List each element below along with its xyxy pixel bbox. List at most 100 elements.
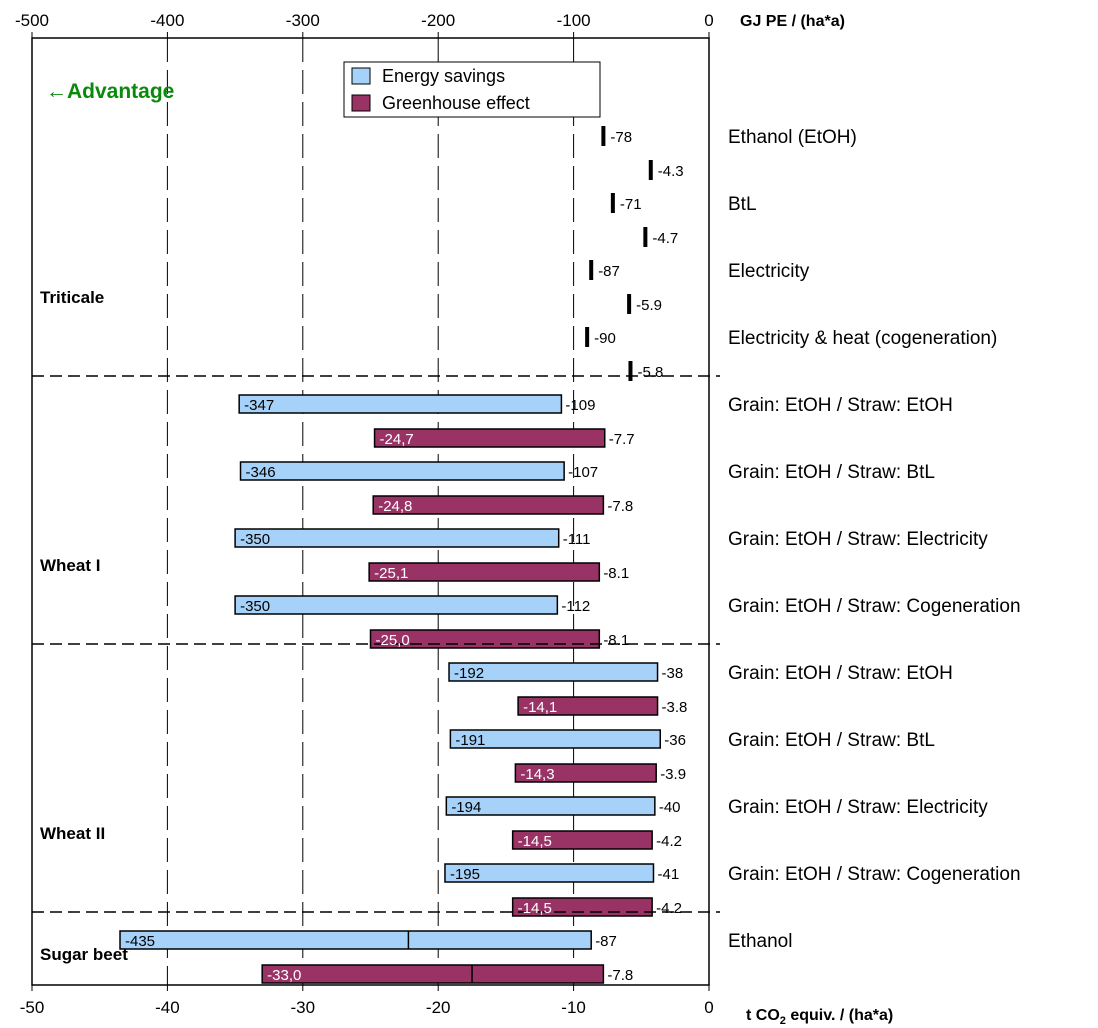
ghg-end-label: -3.9 — [660, 766, 686, 783]
ghg-start-label: -33,0 — [267, 967, 301, 984]
energy-end-label: -41 — [657, 866, 679, 883]
bottom-tick-label: -20 — [426, 998, 451, 1017]
energy-start-label: -195 — [450, 866, 480, 883]
category-label: Grain: EtOH / Straw: EtOH — [728, 395, 953, 416]
legend-label-ghg: Greenhouse effect — [382, 93, 530, 113]
energy-bar — [119, 930, 592, 950]
energy-bar — [444, 863, 655, 883]
energy-bar — [449, 729, 662, 749]
energy-end-label: -112 — [561, 598, 590, 615]
ghg-bar — [511, 830, 653, 850]
ghg-bar — [517, 696, 659, 716]
energy-start-label: -194 — [451, 799, 481, 816]
ghg-start-label: -25,0 — [376, 632, 410, 649]
labels: Ethanol (EtOH) -78 -4.3 BtL -71 -4.7 Electrici… — [40, 127, 1021, 984]
ghg-start-label: -24,7 — [380, 431, 414, 448]
ghg-start-label: -14,1 — [523, 699, 557, 716]
category-label: Grain: EtOH / Straw: Cogeneration — [728, 864, 1021, 885]
top-tick-label: -500 — [15, 11, 49, 30]
top-axis-label: GJ PE / (ha*a) — [740, 13, 845, 30]
legend-swatch-energy — [351, 67, 371, 85]
ghg-end-label: -7.8 — [607, 498, 633, 515]
ghg-bar — [368, 562, 601, 582]
legend: Energy savings Greenhouse effect — [343, 61, 601, 118]
legend-box — [343, 61, 601, 118]
top-tick-label: -200 — [421, 11, 455, 30]
energy-start-label: -350 — [240, 531, 270, 548]
group-label: Sugar beet — [40, 945, 128, 964]
energy-end-label: -111 — [563, 531, 591, 548]
ghg-bar — [373, 428, 606, 448]
top-tick-label: -400 — [150, 11, 184, 30]
ghg-start-label: -14,5 — [518, 900, 552, 917]
legend-swatch-ghg — [351, 94, 371, 112]
energy-end-label: -87 — [598, 263, 620, 280]
bottom-tick-label: -10 — [561, 998, 586, 1017]
ghg-bar — [372, 495, 605, 515]
category-label: Grain: EtOH / Straw: EtOH — [728, 663, 953, 684]
energy-end-label: -78 — [610, 129, 632, 146]
bottom-tick-label: -50 — [20, 998, 45, 1017]
ghg-bar — [643, 227, 648, 247]
ghg-start-label: -14,3 — [520, 766, 554, 783]
energy-end-label: -107 — [568, 464, 598, 481]
ghg-end-label: -5.8 — [637, 364, 663, 381]
energy-bar — [445, 796, 656, 816]
energy-end-label: -87 — [595, 933, 617, 950]
energy-end-label: -90 — [594, 330, 616, 347]
energy-start-label: -347 — [244, 397, 274, 414]
ghg-bar — [514, 763, 657, 783]
ghg-bar — [627, 294, 632, 314]
group-label: Triticale — [40, 288, 104, 307]
top-tick-label: -100 — [557, 11, 591, 30]
top-tick-label: 0 — [704, 11, 713, 30]
energy-bar — [585, 327, 590, 347]
group-label: Wheat II — [40, 824, 105, 843]
ghg-start-label: -24,8 — [378, 498, 412, 515]
energy-bar — [239, 461, 565, 481]
ghg-end-label: -4.2 — [656, 833, 682, 850]
category-label: Grain: EtOH / Straw: BtL — [728, 462, 935, 483]
ghg-bar — [628, 361, 633, 381]
category-label: Ethanol — [728, 931, 792, 952]
category-label: Grain: EtOH / Straw: Cogeneration — [728, 596, 1021, 617]
energy-bar — [238, 394, 563, 414]
energy-start-label: -346 — [246, 464, 276, 481]
ghg-end-label: -4.7 — [652, 230, 678, 247]
energy-start-label: -435 — [125, 933, 155, 950]
category-label: Grain: EtOH / Straw: Electricity — [728, 797, 988, 818]
energy-bar — [448, 662, 659, 682]
legend-label-energy: Energy savings — [382, 66, 505, 86]
advantage-annotation: ←Advantage — [46, 80, 174, 103]
category-label: Ethanol (EtOH) — [728, 127, 857, 148]
category-label: BtL — [728, 194, 757, 215]
ticks: -500 -400 -300 -200 -100 0-50 -40 -30 -20 -10 0 — [15, 11, 714, 1017]
energy-bar — [610, 193, 615, 213]
energy-end-label: -71 — [620, 196, 642, 213]
bottom-axis-label: t CO2 equiv. / (ha*a) — [746, 1007, 893, 1027]
energy-start-label: -191 — [455, 732, 485, 749]
bottom-tick-label: -40 — [155, 998, 180, 1017]
grid — [166, 38, 575, 985]
ghg-end-label: -5.9 — [636, 297, 662, 314]
energy-end-label: -38 — [662, 665, 684, 682]
ghg-end-label: -8.1 — [603, 565, 629, 582]
energy-end-label: -40 — [659, 799, 681, 816]
ghg-end-label: -7.8 — [607, 967, 633, 984]
plot-frame — [31, 37, 710, 986]
ghg-end-label: -8.1 — [603, 632, 629, 649]
ghg-end-label: -4.2 — [656, 900, 682, 917]
bars — [119, 126, 662, 984]
ghg-end-label: -3.8 — [662, 699, 688, 716]
bottom-tick-label: -30 — [291, 998, 316, 1017]
bottom-axis-label-subscript: 2 — [780, 1015, 786, 1027]
category-label: Electricity — [728, 261, 810, 282]
energy-bar — [234, 528, 560, 548]
ghg-start-label: -25,1 — [374, 565, 408, 582]
ghg-end-label: -4.3 — [658, 163, 684, 180]
bottom-tick-label: 0 — [704, 998, 713, 1017]
category-label: Grain: EtOH / Straw: Electricity — [728, 529, 988, 550]
energy-end-label: -109 — [565, 397, 595, 414]
energy-end-label: -36 — [664, 732, 686, 749]
